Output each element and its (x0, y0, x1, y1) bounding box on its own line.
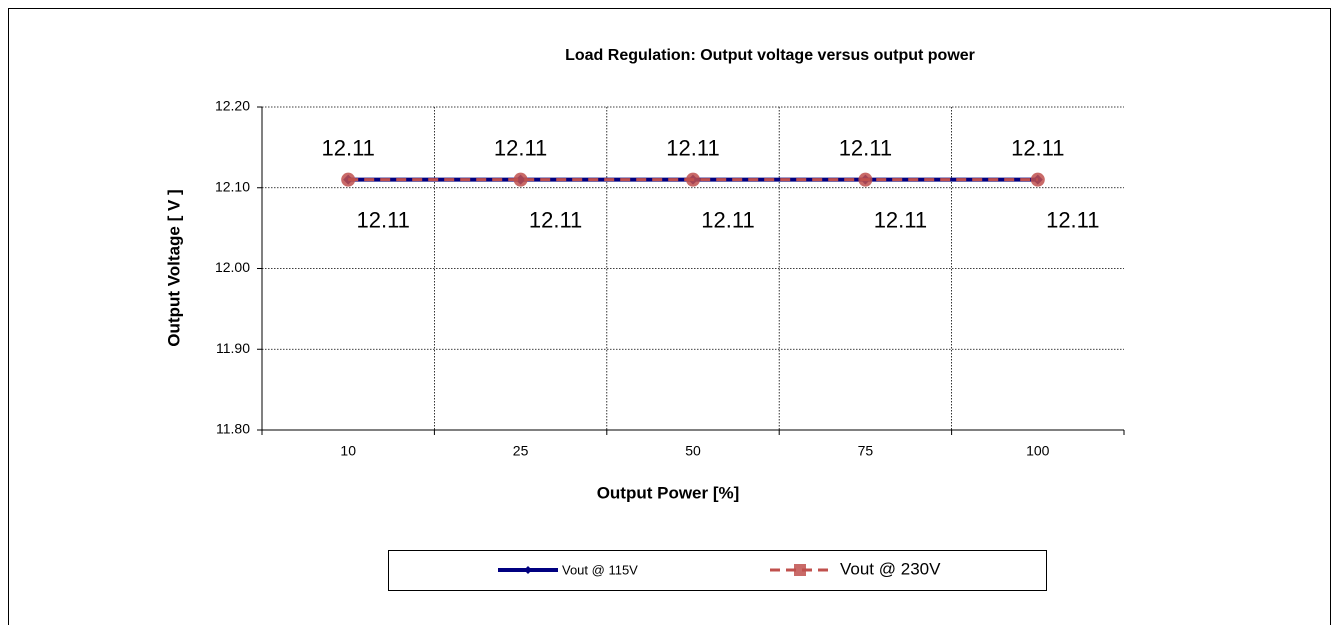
data-label: 12.11 (1011, 135, 1064, 160)
x-tick-label: 75 (858, 443, 874, 459)
marker (686, 172, 700, 187)
y-tick-label: 11.80 (216, 421, 250, 437)
data-label: 12.11 (839, 135, 892, 160)
x-axis-label: Output Power [%] (597, 483, 740, 502)
legend-box (388, 550, 1047, 591)
y-tick-label: 12.10 (215, 178, 250, 194)
marker (341, 172, 356, 187)
x-tick-label: 50 (685, 443, 701, 459)
marker (513, 172, 528, 187)
marker (1030, 172, 1045, 187)
legend-label: Vout @ 230V (840, 559, 941, 578)
data-label: 12.11 (666, 135, 719, 160)
x-tick-label: 10 (340, 443, 356, 459)
data-label: 12.11 (529, 207, 582, 232)
x-tick-label: 100 (1026, 443, 1050, 459)
data-label: 12.11 (701, 207, 754, 232)
chart-title: Load Regulation: Output voltage versus o… (565, 47, 975, 64)
x-tick-label: 25 (513, 443, 529, 459)
data-label: 12.11 (874, 207, 927, 232)
legend-marker (794, 564, 806, 576)
data-label: 12.11 (321, 135, 374, 160)
data-label: 12.11 (494, 135, 547, 160)
data-label: 12.11 (1046, 207, 1099, 232)
legend-label: Vout @ 115V (562, 562, 638, 577)
y-tick-label: 12.00 (215, 259, 250, 275)
y-axis-label: Output Voltage [ V ] (164, 189, 183, 346)
y-tick-label: 12.20 (215, 98, 250, 114)
chart-border (8, 8, 1331, 625)
marker (858, 172, 873, 187)
y-tick-label: 11.90 (216, 340, 250, 356)
legend-marker (524, 566, 532, 574)
data-label: 12.11 (356, 207, 409, 232)
